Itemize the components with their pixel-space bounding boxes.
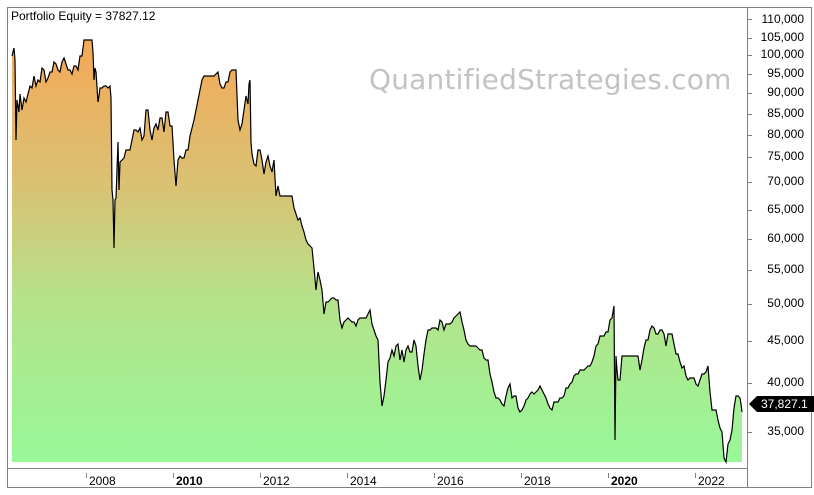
- y-label-35000: 35,000: [767, 424, 804, 438]
- y-label-70000: 70,000: [767, 174, 804, 188]
- y-label-100000: 100,000: [760, 47, 804, 61]
- last-value-arrow: [749, 396, 757, 412]
- x-label-2022: 2022: [698, 474, 725, 488]
- chart-title: Portfolio Equity = 37827.12: [11, 9, 156, 23]
- x-label-2016: 2016: [437, 474, 464, 488]
- x-label-2010: 2010: [176, 474, 203, 488]
- y-label-50000: 50,000: [767, 296, 804, 310]
- y-label-95000: 95,000: [767, 66, 804, 80]
- y-label-65000: 65,000: [767, 202, 804, 216]
- x-label-2008: 2008: [89, 474, 116, 488]
- equity-area: [12, 40, 742, 462]
- y-axis-ticks: [747, 19, 752, 433]
- y-label-90000: 90,000: [767, 85, 804, 99]
- y-label-60000: 60,000: [767, 231, 804, 245]
- y-label-55000: 55,000: [767, 262, 804, 276]
- last-value-tag: 37,827.1: [757, 396, 814, 412]
- y-label-80000: 80,000: [767, 127, 804, 141]
- x-axis-ticks: [86, 473, 696, 478]
- y-label-85000: 85,000: [767, 106, 804, 120]
- equity-line: [11, 39, 743, 465]
- y-label-110000: 110,000: [761, 12, 805, 26]
- y-label-105000: 105,000: [760, 30, 804, 44]
- x-label-2012: 2012: [263, 474, 290, 488]
- x-label-2014: 2014: [350, 474, 377, 488]
- y-label-40000: 40,000: [767, 375, 804, 389]
- y-label-45000: 45,000: [767, 333, 804, 347]
- watermark: QuantifiedStrategies.com: [369, 63, 732, 96]
- y-label-75000: 75,000: [767, 149, 804, 163]
- x-label-2018: 2018: [524, 474, 551, 488]
- x-label-2020: 2020: [611, 474, 638, 488]
